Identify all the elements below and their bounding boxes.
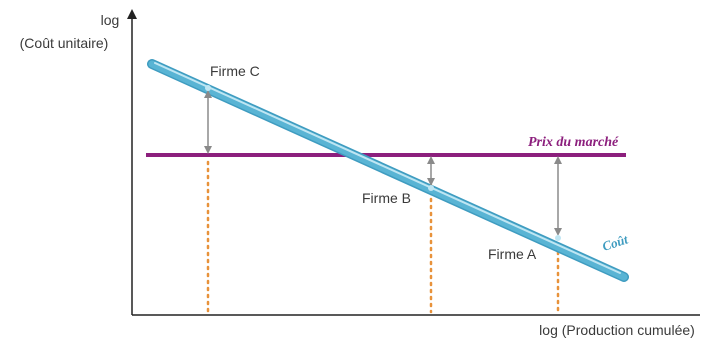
market-price-label: Prix du marché <box>528 135 619 150</box>
firm-c-label: Firme C <box>210 63 260 79</box>
firm-b-label: Firme B <box>362 190 411 206</box>
x-axis-label: log (Production cumulée) <box>539 322 695 338</box>
firm-a-label: Firme A <box>488 246 537 262</box>
y-axis-label-line1: log <box>101 12 120 28</box>
cost-curve-highlight <box>154 62 621 274</box>
firm-c-point <box>205 85 211 91</box>
firm-a-point <box>555 235 561 241</box>
y-axis-label-line2: (Coût unitaire) <box>20 35 109 51</box>
cost-curve-label: Coût <box>600 231 630 253</box>
cost-curve <box>148 60 628 281</box>
firm-b-point <box>428 185 434 191</box>
